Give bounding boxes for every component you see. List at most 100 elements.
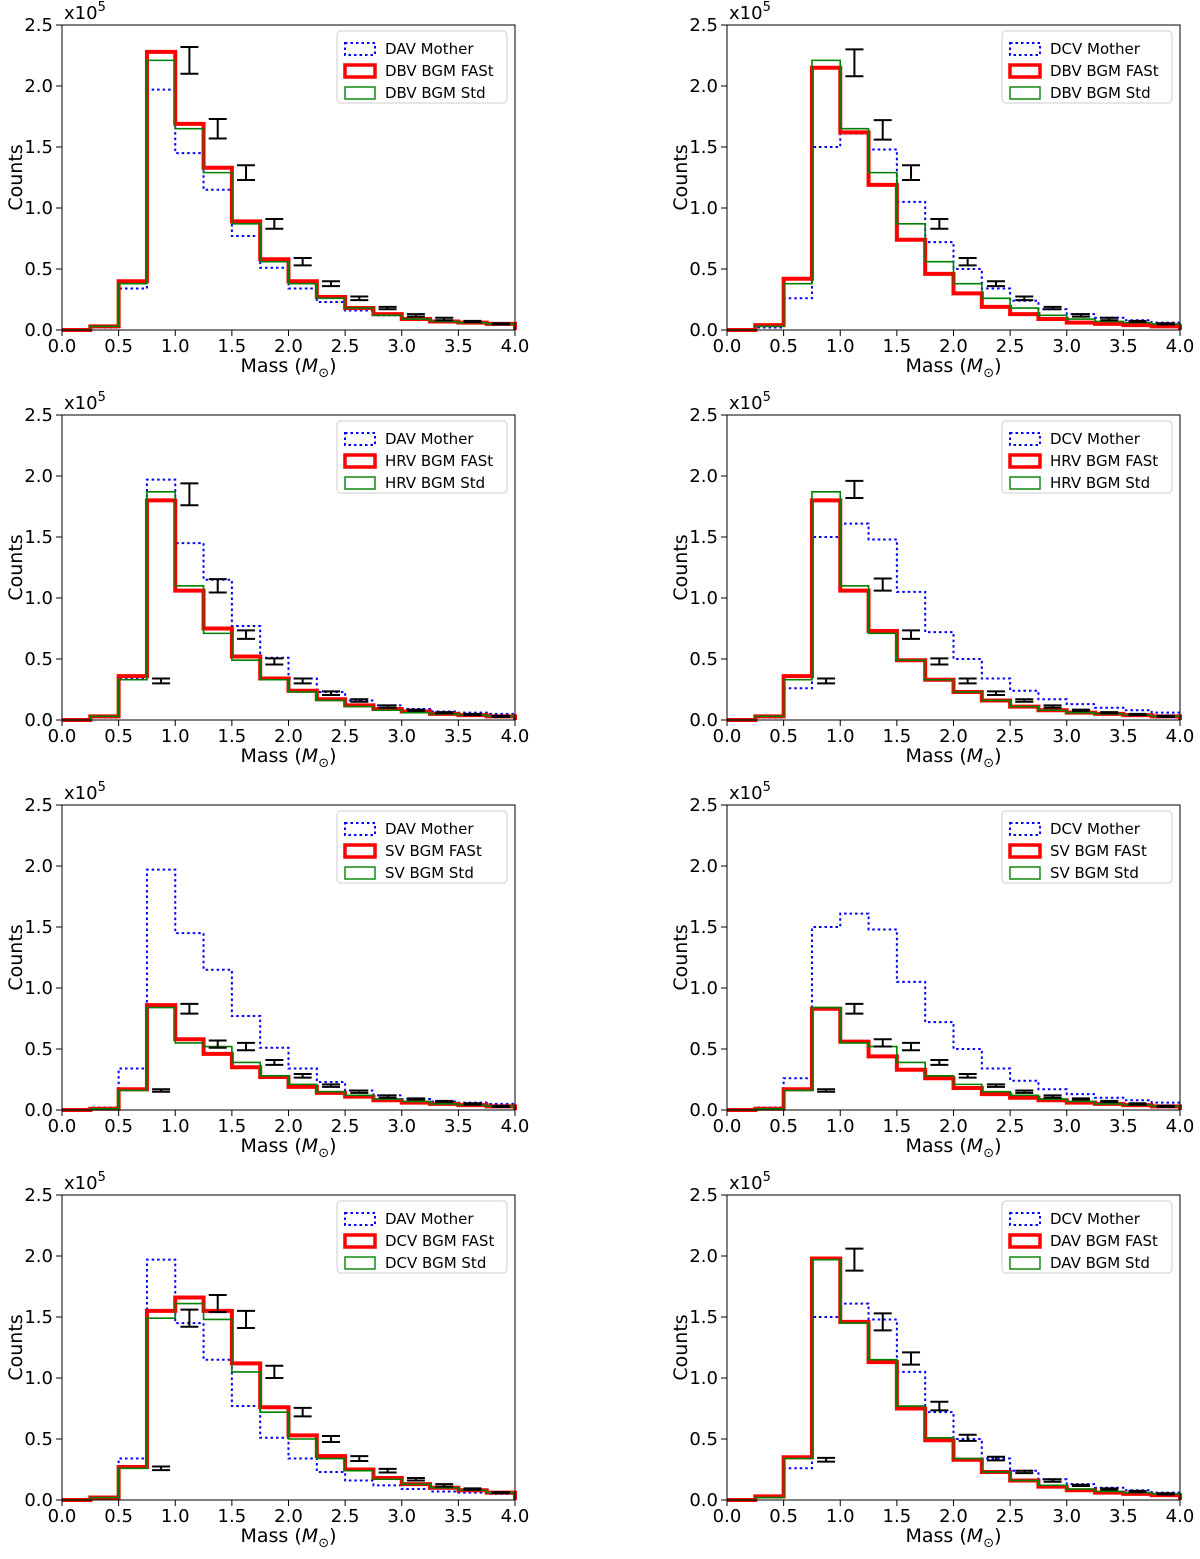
x-tick-label: 3.0	[387, 1116, 416, 1137]
errorbar	[321, 1434, 340, 1444]
legend-swatch	[344, 1256, 376, 1270]
errorbar	[435, 711, 454, 715]
legend-swatch	[343, 63, 377, 79]
errorbar	[958, 257, 977, 267]
x-tick-label: 1.5	[218, 1116, 247, 1137]
legend-swatch	[1008, 1233, 1042, 1249]
x-tick-label: 2.5	[996, 1116, 1025, 1137]
y-tick-label: 1.5	[24, 917, 53, 938]
errorbar	[406, 708, 425, 712]
legend-swatch	[344, 1212, 376, 1226]
legend-box	[336, 420, 508, 494]
errorbar	[180, 45, 199, 75]
errorbar	[491, 714, 510, 718]
errorbar	[817, 677, 836, 685]
legend-swatch	[344, 476, 376, 490]
y-tick-label: 1.0	[24, 1368, 53, 1389]
legend-label: SV BGM FASt	[1050, 842, 1147, 860]
errorbar	[265, 1364, 284, 1379]
x-tick-label: 4.0	[1166, 1116, 1195, 1137]
y-tick-label: 0.5	[689, 649, 718, 670]
legend-swatch	[1009, 866, 1041, 880]
y-scale-label: x105	[64, 0, 106, 24]
errorbar	[180, 1308, 199, 1328]
chart-svg: 0.0 0.5 1.0 1.5 2.0 2.5 3.0 3.5 4.0 0.0 0.5 1.0 1.5 2…	[670, 0, 1195, 381]
errorbar	[986, 1455, 1005, 1462]
y-tick-label: 2.0	[689, 856, 718, 877]
x-tick-label: 0.5	[769, 1116, 798, 1137]
errorbar	[406, 313, 425, 318]
errorbar	[491, 1491, 510, 1495]
x-tick-label: 0.0	[713, 336, 742, 357]
y-axis-label: Counts	[670, 1314, 692, 1380]
errorbar	[435, 316, 454, 322]
errorbar	[321, 280, 340, 288]
y-tick-label: 2.5	[24, 15, 53, 36]
errorbar	[293, 1406, 312, 1418]
y-tick-label: 0.5	[689, 259, 718, 280]
errorbar	[1043, 305, 1062, 311]
x-tick-label: 3.5	[444, 336, 473, 357]
legend-label: HRV BGM Std	[1050, 474, 1150, 492]
x-tick-label: 4.0	[1166, 336, 1195, 357]
errorbar	[1156, 714, 1175, 718]
errorbar	[845, 1002, 864, 1015]
x-tick-label: 1.0	[161, 726, 190, 747]
x-tick-label: 3.0	[1052, 336, 1081, 357]
x-tick-label: 1.0	[161, 1506, 190, 1527]
legend-box	[336, 810, 508, 884]
y-axis-label: Counts	[670, 924, 692, 990]
errorbar	[1100, 1487, 1119, 1491]
series-dcv-mother-step	[727, 132, 1181, 331]
y-axis-label: Counts	[670, 144, 692, 210]
errorbar	[930, 1058, 949, 1066]
x-tick-label: 1.5	[883, 726, 912, 747]
y-tick-label: 2.0	[24, 76, 53, 97]
errorbar	[378, 305, 397, 311]
x-tick-label: 0.0	[713, 1506, 742, 1527]
x-tick-label: 1.0	[161, 336, 190, 357]
y-tick-label: 1.0	[689, 198, 718, 219]
legend-swatch	[344, 86, 376, 100]
legend-label: DBV BGM Std	[385, 84, 486, 102]
errorbar	[1100, 1099, 1119, 1104]
errorbar	[873, 1038, 892, 1048]
x-tick-label: 2.5	[331, 1116, 360, 1137]
errorbar	[1128, 1102, 1147, 1106]
errorbar	[293, 257, 312, 267]
y-tick-label: 0.0	[689, 1100, 718, 1121]
legend-label: HRV BGM Std	[385, 474, 485, 492]
errorbar	[265, 1058, 284, 1066]
errorbar	[1015, 295, 1034, 302]
errorbar	[1015, 1089, 1034, 1094]
errorbar	[845, 48, 864, 78]
errorbar	[350, 1455, 369, 1462]
errorbar	[463, 1487, 482, 1491]
errorbar	[1015, 1469, 1034, 1475]
histogram-panel-8: 0.0 0.5 1.0 1.5 2.0 2.5 3.0 3.5 4.0 0.0 0.5 1.0 1.5 2…	[665, 1170, 1200, 1559]
y-tick-label: 0.5	[24, 259, 53, 280]
histogram-panel-7: 0.0 0.5 1.0 1.5 2.0 2.5 3.0 3.5 4.0 0.0 0.5 1.0 1.5 2…	[0, 1170, 535, 1559]
errorbar	[491, 1104, 510, 1108]
y-tick-label: 1.5	[24, 137, 53, 158]
y-tick-label: 2.0	[24, 856, 53, 877]
errorbar	[1100, 316, 1119, 322]
legend-swatch	[344, 822, 376, 836]
y-tick-label: 0.0	[24, 1100, 53, 1121]
x-tick-label: 1.0	[826, 336, 855, 357]
errorbar	[902, 1041, 921, 1052]
y-tick-label: 2.0	[689, 466, 718, 487]
x-tick-label: 3.5	[444, 1116, 473, 1137]
series-sv-bgm-std-step	[62, 1006, 516, 1111]
errorbar	[986, 690, 1005, 696]
series-dcv-bgm-std-step	[62, 1302, 516, 1501]
y-scale-label: x105	[64, 780, 106, 804]
series-dcv-bgm-fast-step	[62, 1295, 517, 1502]
errorbar	[321, 1083, 340, 1088]
errorbar	[845, 479, 864, 499]
errorbar	[958, 1433, 977, 1442]
x-tick-label: 1.5	[218, 1506, 247, 1527]
errorbar	[1071, 708, 1090, 712]
y-tick-label: 0.0	[24, 1490, 53, 1511]
x-tick-label: 1.5	[883, 1116, 912, 1137]
